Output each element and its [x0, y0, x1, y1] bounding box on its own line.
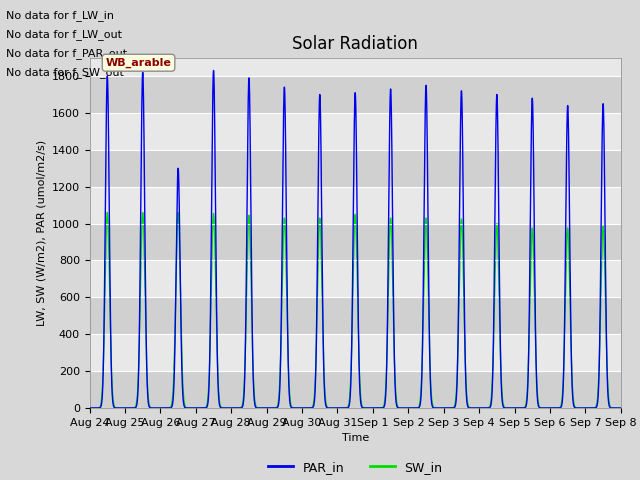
- Bar: [90, 224, 621, 261]
- Bar: [90, 76, 621, 113]
- Bar: [90, 297, 621, 334]
- Bar: [90, 371, 621, 408]
- Bar: [90, 113, 621, 150]
- Text: No data for f_LW_in: No data for f_LW_in: [6, 10, 115, 21]
- Bar: [90, 261, 621, 297]
- Title: Solar Radiation: Solar Radiation: [292, 35, 418, 53]
- Bar: [90, 187, 621, 224]
- Text: WB_arable: WB_arable: [106, 58, 172, 68]
- Bar: [90, 334, 621, 371]
- Y-axis label: LW, SW (W/m2), PAR (umol/m2/s): LW, SW (W/m2), PAR (umol/m2/s): [36, 140, 46, 326]
- Text: No data for f_PAR_out: No data for f_PAR_out: [6, 48, 127, 59]
- Text: No data for f_LW_out: No data for f_LW_out: [6, 29, 122, 40]
- Legend: PAR_in, SW_in: PAR_in, SW_in: [263, 456, 447, 479]
- Bar: [90, 150, 621, 187]
- Text: No data for f_SW_out: No data for f_SW_out: [6, 67, 124, 78]
- X-axis label: Time: Time: [342, 433, 369, 443]
